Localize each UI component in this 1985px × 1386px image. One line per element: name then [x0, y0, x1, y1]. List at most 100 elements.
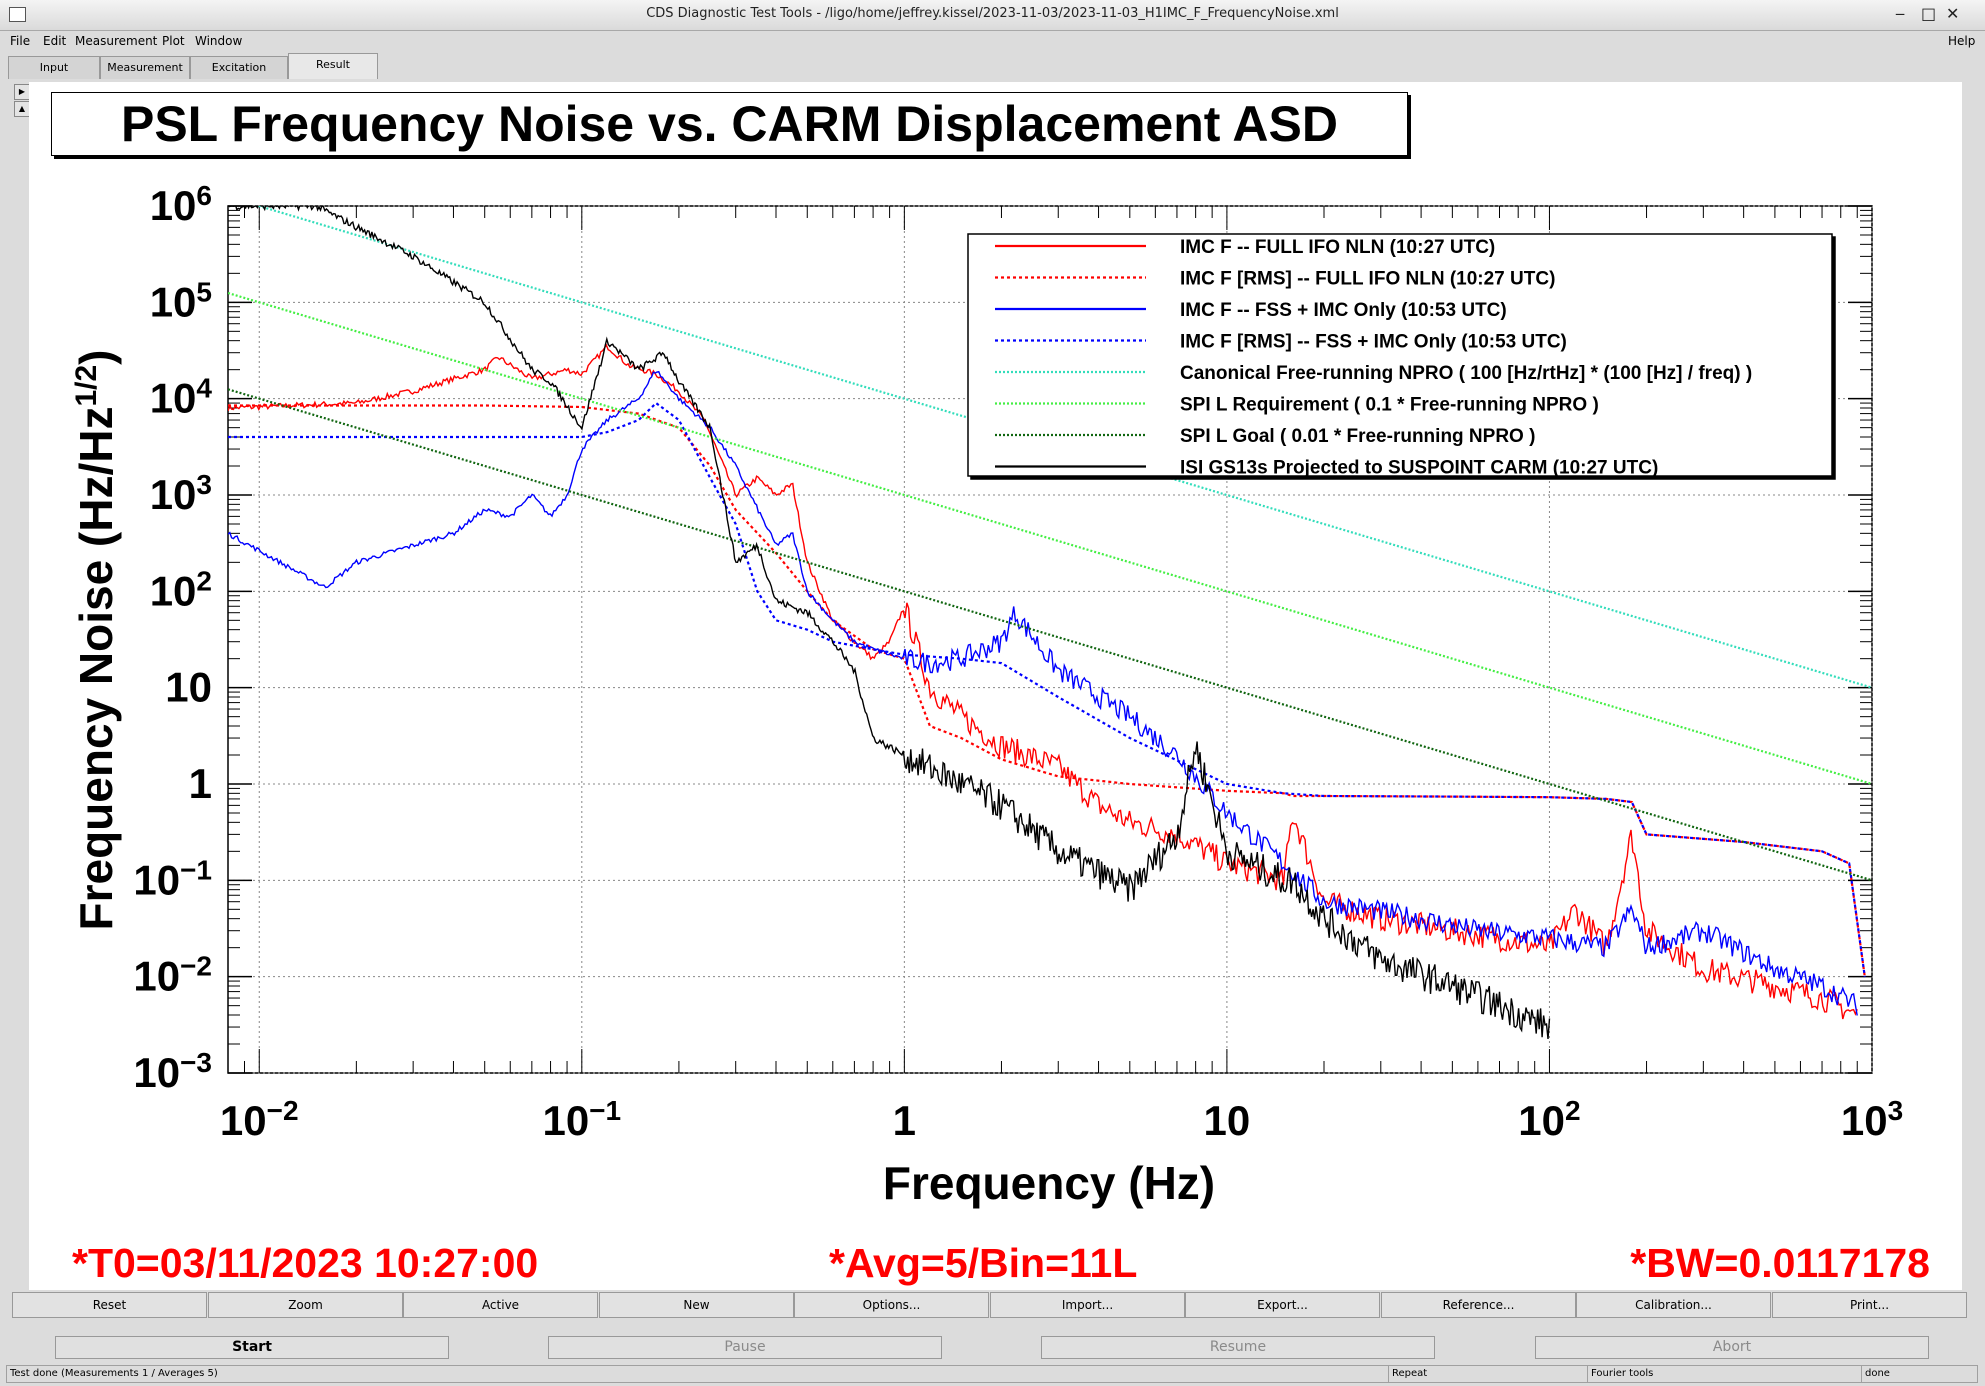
legend-label: ISI GS13s Projected to SUSPOINT CARM (10…	[1180, 458, 1658, 479]
y-tick-base: 10	[133, 953, 180, 1000]
y-tick-base: 10	[133, 1049, 180, 1096]
resume-button[interactable]: Resume	[1041, 1336, 1435, 1359]
tab-excitation[interactable]: Excitation	[190, 56, 288, 79]
menu-measurement[interactable]: Measurement	[75, 34, 158, 48]
legend: IMC F -- FULL IFO NLN (10:27 UTC) IMC F […	[967, 233, 1833, 479]
x-tick-base: 10	[220, 1097, 267, 1144]
options-button[interactable]: Options...	[794, 1292, 989, 1318]
export-button[interactable]: Export...	[1185, 1292, 1380, 1318]
y-tick-base: 10	[150, 375, 197, 422]
y-tick-label: 105	[150, 276, 212, 326]
x-tick-label: 10−1	[542, 1095, 621, 1145]
menu-window[interactable]: Window	[195, 34, 243, 48]
y-tick-base: 10	[150, 567, 197, 614]
series-line-6	[228, 388, 1872, 882]
reference-button[interactable]: Reference...	[1381, 1292, 1576, 1318]
info-t0: *T0=03/11/2023 10:27:00	[72, 1240, 538, 1286]
start-button[interactable]: Start	[55, 1336, 449, 1359]
new-button[interactable]: New	[599, 1292, 794, 1318]
y-axis-label-main: Frequency Noise (Hz/Hz	[70, 407, 122, 931]
pause-button[interactable]: Pause	[548, 1336, 942, 1359]
y-tick-base: 10	[133, 856, 180, 903]
reset-button[interactable]: Reset	[12, 1292, 207, 1318]
y-tick-label: 10−1	[133, 854, 212, 904]
plot-canvas[interactable]: 10−2 10−1 1 10 102 10310610510410310210110−11…	[0, 0, 1985, 1290]
y-tick-exponent: −1	[180, 854, 212, 885]
y-tick-label: 10	[165, 664, 212, 711]
y-tick-base: 1	[189, 760, 212, 807]
print-button[interactable]: Print...	[1772, 1292, 1967, 1318]
axis-minor-ticks	[227, 205, 1872, 1074]
y-axis-label: Frequency Noise (Hz/Hz1/2)	[70, 349, 123, 930]
x-tick-label: 1	[893, 1097, 916, 1144]
minimize-icon[interactable]: ‒	[1895, 4, 1906, 23]
abort-button[interactable]: Abort	[1535, 1336, 1929, 1359]
active-button[interactable]: Active	[403, 1292, 598, 1318]
info-bw: *BW=0.0117178	[1630, 1240, 1930, 1286]
plot-button-bar: Reset Zoom Active New Options... Import.…	[12, 1292, 1974, 1318]
status-state: done	[1861, 1365, 1978, 1383]
legend-label: IMC F -- FULL IFO NLN (10:27 UTC)	[1180, 237, 1495, 258]
legend-label: SPI L Requirement ( 0.1 * Free-running N…	[1180, 395, 1599, 416]
calibration-button[interactable]: Calibration...	[1576, 1292, 1771, 1318]
x-tick-label: 10−2	[220, 1095, 299, 1145]
legend-entries: IMC F -- FULL IFO NLN (10:27 UTC) IMC F […	[995, 237, 1752, 479]
y-tick-label: 1	[189, 760, 212, 807]
x-tick-label: 103	[1841, 1095, 1903, 1145]
axis-tick-labels: 10−2 10−1 1 10 102 10310610510410310210110−11…	[133, 180, 1903, 1145]
zoom-button[interactable]: Zoom	[208, 1292, 403, 1318]
y-tick-label: 106	[150, 180, 212, 230]
legend-label: IMC F [RMS] -- FULL IFO NLN (10:27 UTC)	[1180, 269, 1555, 290]
y-tick-exponent: −3	[180, 1047, 212, 1078]
menu-bar: File Edit Measurement Plot Window Help	[0, 31, 1985, 52]
close-icon[interactable]: ✕	[1946, 4, 1960, 23]
legend-label: IMC F [RMS] -- FSS + IMC Only (10:53 UTC…	[1180, 332, 1567, 353]
scroll-right-arrow-icon[interactable]: ▶	[14, 84, 30, 100]
status-message: Test done (Measurements 1 / Averages 5)	[6, 1365, 1391, 1383]
y-axis-label-exponent: 1/2	[70, 365, 103, 407]
y-tick-exponent: 6	[196, 180, 212, 211]
tab-result[interactable]: Result	[288, 53, 378, 79]
x-tick-base: 10	[1841, 1097, 1888, 1144]
app-window-icon[interactable]	[9, 7, 26, 22]
x-tick-exponent: 2	[1565, 1095, 1581, 1126]
series-line-1	[228, 404, 1866, 977]
y-tick-exponent: 5	[196, 276, 212, 307]
x-tick-exponent: −2	[267, 1095, 299, 1126]
maximize-icon[interactable]: □	[1921, 4, 1937, 23]
y-tick-label: 10−3	[133, 1047, 212, 1097]
series-line-2	[228, 370, 1858, 1016]
tab-measurement[interactable]: Measurement	[100, 56, 190, 79]
y-tick-label: 103	[150, 469, 212, 519]
y-tick-label: 10−2	[133, 950, 212, 1000]
x-tick-base: 10	[1204, 1097, 1251, 1144]
y-tick-base: 10	[150, 278, 197, 325]
legend-label: SPI L Goal ( 0.01 * Free-running NPRO )	[1180, 426, 1535, 447]
plot-title: PSL Frequency Noise vs. CARM Displacemen…	[120, 96, 1339, 152]
menu-edit[interactable]: Edit	[43, 34, 67, 48]
x-tick-label: 10	[1204, 1097, 1251, 1144]
series-line-0	[228, 343, 1858, 1020]
status-tools: Fourier tools	[1587, 1365, 1864, 1383]
tab-input[interactable]: Input	[8, 56, 100, 79]
y-tick-label: 102	[150, 565, 212, 615]
x-tick-base: 1	[893, 1097, 916, 1144]
y-tick-exponent: −2	[180, 950, 212, 981]
y-tick-exponent: 4	[196, 372, 212, 403]
menu-file[interactable]: File	[10, 34, 31, 48]
y-tick-base: 10	[150, 471, 197, 518]
x-axis-label: Frequency (Hz)	[883, 1157, 1215, 1209]
legend-label: IMC F -- FSS + IMC Only (10:53 UTC)	[1180, 300, 1507, 321]
import-button[interactable]: Import...	[990, 1292, 1185, 1318]
menu-plot[interactable]: Plot	[162, 34, 185, 48]
x-tick-label: 102	[1518, 1095, 1580, 1145]
menu-help[interactable]: Help	[1948, 34, 1976, 48]
x-tick-exponent: 3	[1888, 1095, 1904, 1126]
status-repeat: Repeat	[1388, 1365, 1590, 1383]
y-tick-exponent: 3	[196, 469, 212, 500]
y-tick-exponent: 2	[196, 565, 212, 596]
y-axis-label-close: )	[70, 349, 122, 364]
series-line-5	[228, 291, 1872, 786]
info-avg: *Avg=5/Bin=11L	[829, 1240, 1137, 1286]
y-tick-base: 10	[150, 182, 197, 229]
